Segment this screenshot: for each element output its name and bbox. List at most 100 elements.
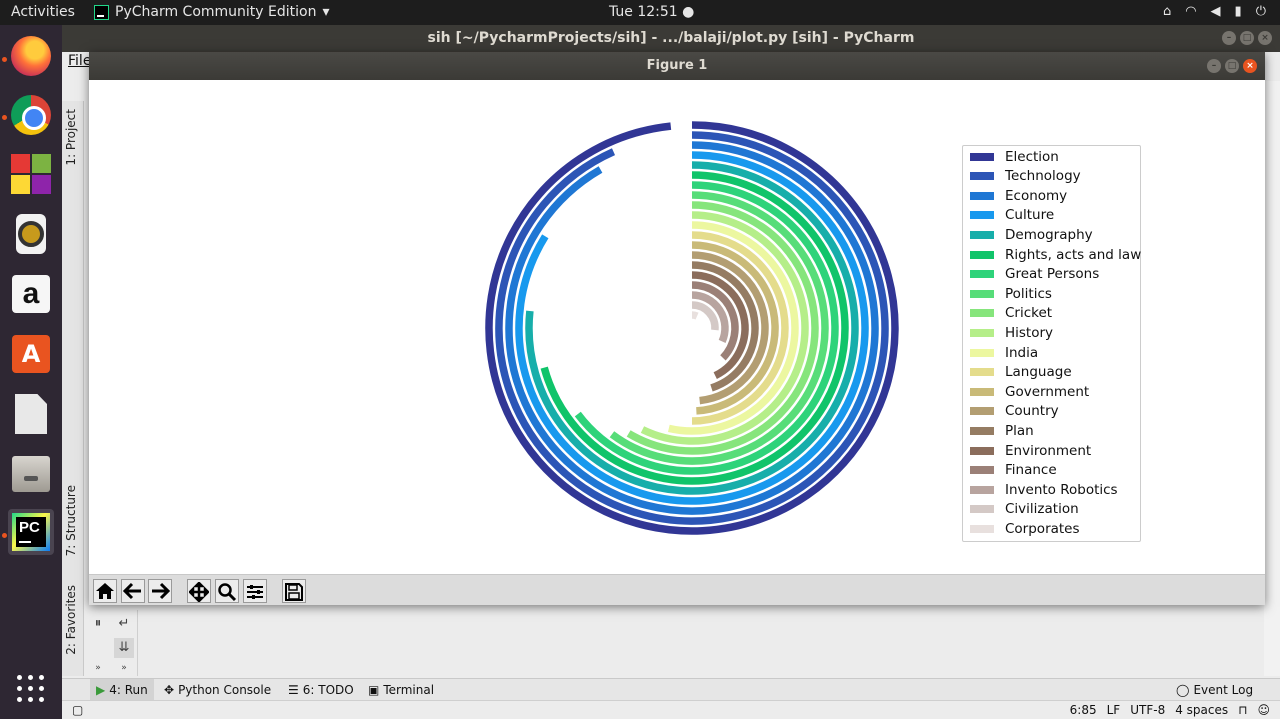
pause-icon[interactable]: ⏸ bbox=[94, 616, 102, 631]
legend-swatch bbox=[970, 407, 994, 416]
layout-toggle-icon[interactable]: ▢ bbox=[72, 703, 84, 717]
chromium-launcher[interactable] bbox=[8, 92, 54, 138]
figure-title-bar: Figure 1 – □ × bbox=[89, 52, 1265, 80]
legend-entry: Plan bbox=[970, 421, 1034, 440]
forward-icon[interactable] bbox=[148, 579, 172, 603]
power-icon[interactable]: ⏻ bbox=[1255, 4, 1266, 19]
legend-swatch bbox=[970, 230, 994, 239]
status-bar: ▢ 6:85 LF UTF-8 4 spaces ⊓ ☺ bbox=[62, 700, 1280, 719]
maximize-icon[interactable]: □ bbox=[1240, 31, 1254, 45]
tab-structure[interactable]: 7: Structure bbox=[64, 485, 78, 557]
legend-entry: Environment bbox=[970, 441, 1091, 460]
scroll-to-end-icon[interactable]: ⇊ bbox=[114, 638, 134, 658]
radial-bar-finance bbox=[691, 281, 739, 361]
tab-event-log[interactable]: ◯ Event Log bbox=[1176, 683, 1253, 697]
radial-bar-history bbox=[640, 211, 809, 445]
volume-icon[interactable]: ◀ bbox=[1210, 4, 1221, 19]
radial-bar-government bbox=[691, 241, 779, 415]
home-icon[interactable] bbox=[93, 579, 117, 603]
app-menu[interactable]: PyCharm Community Edition ▾ bbox=[94, 4, 330, 20]
tab-python-console[interactable]: ✥ Python Console bbox=[164, 683, 271, 697]
figure-close-icon[interactable]: × bbox=[1243, 59, 1257, 73]
tab-run[interactable]: ▶ 4: Run bbox=[90, 679, 154, 701]
radial-bar-economy bbox=[505, 141, 879, 515]
legend-entry: Civilization bbox=[970, 500, 1079, 519]
tab-python-console-label: Python Console bbox=[178, 683, 272, 697]
files-icon bbox=[12, 456, 50, 492]
launcher-dock: a A PC bbox=[0, 25, 62, 719]
activities-button[interactable]: Activities bbox=[11, 4, 75, 20]
legend-entry: Demography bbox=[970, 225, 1093, 244]
figure-maximize-icon[interactable]: □ bbox=[1225, 59, 1239, 73]
show-applications-icon[interactable] bbox=[17, 675, 45, 703]
radial-bar-corporates bbox=[691, 311, 699, 320]
right-tool-strip bbox=[1264, 81, 1280, 676]
more-right-icon[interactable]: » bbox=[121, 663, 127, 673]
amazon-launcher[interactable]: a bbox=[8, 271, 54, 317]
legend-entry: Great Persons bbox=[970, 265, 1099, 284]
figure-minimize-icon[interactable]: – bbox=[1207, 59, 1221, 73]
legend-swatch bbox=[970, 211, 994, 220]
line-separator[interactable]: LF bbox=[1106, 703, 1121, 717]
more-left-icon[interactable]: » bbox=[95, 663, 101, 673]
figure-canvas[interactable]: Election Technology Economy Culture Demograp… bbox=[89, 80, 1265, 574]
legend-label: Election bbox=[1005, 148, 1059, 165]
legend-swatch bbox=[970, 446, 994, 455]
soft-wrap-icon[interactable]: ↵ bbox=[118, 616, 130, 631]
legend-swatch bbox=[970, 387, 994, 396]
menu-file[interactable]: File bbox=[68, 53, 92, 69]
document-launcher[interactable] bbox=[8, 391, 54, 437]
legend-entry: Cricket bbox=[970, 304, 1052, 323]
close-icon[interactable]: × bbox=[1258, 31, 1272, 45]
minimize-icon[interactable]: – bbox=[1222, 31, 1236, 45]
encoding[interactable]: UTF-8 bbox=[1130, 703, 1166, 717]
wifi-icon[interactable]: ◠ bbox=[1185, 4, 1197, 19]
tab-run-label: 4: Run bbox=[109, 683, 148, 697]
radial-bar-election bbox=[485, 121, 899, 535]
legend-entry: Rights, acts and law bbox=[970, 245, 1141, 264]
radial-bar-culture bbox=[515, 151, 869, 505]
system-tray[interactable]: ⌂ ◠ ◀ ▮ ⏻ bbox=[1163, 4, 1266, 19]
tab-project[interactable]: 1: Project bbox=[64, 109, 78, 166]
legend-label: Demography bbox=[1005, 226, 1093, 243]
software-launcher[interactable]: A bbox=[8, 331, 54, 377]
legend-entry: Election bbox=[970, 147, 1059, 166]
network-icon[interactable]: ⌂ bbox=[1162, 4, 1172, 19]
clock[interactable]: Tue 12:51 ● bbox=[609, 4, 694, 20]
running-indicator bbox=[2, 57, 7, 62]
battery-icon[interactable]: ▮ bbox=[1234, 4, 1242, 19]
app-menu-label: PyCharm Community Edition bbox=[115, 4, 317, 20]
lock-icon[interactable]: ⊓ bbox=[1238, 703, 1248, 717]
back-icon[interactable] bbox=[121, 579, 145, 603]
top-bar: Activities PyCharm Community Edition ▾ T… bbox=[0, 0, 1280, 25]
pan-icon[interactable] bbox=[187, 579, 211, 603]
legend-label: Culture bbox=[1005, 207, 1055, 224]
legend-swatch bbox=[970, 289, 994, 298]
radial-bar-great-persons bbox=[574, 181, 839, 475]
inspector-icon[interactable]: ☺ bbox=[1257, 703, 1270, 717]
cubes-launcher[interactable] bbox=[8, 151, 54, 197]
legend-entry: Language bbox=[970, 363, 1072, 382]
legend-entry: Politics bbox=[970, 284, 1052, 303]
pycharm-launcher[interactable]: PC bbox=[8, 509, 54, 555]
zoom-icon[interactable] bbox=[215, 579, 239, 603]
firefox-launcher[interactable] bbox=[8, 33, 54, 79]
indent-setting[interactable]: 4 spaces bbox=[1175, 703, 1229, 717]
files-launcher[interactable] bbox=[8, 451, 54, 497]
tab-terminal[interactable]: ▣ Terminal bbox=[368, 683, 434, 697]
rhythmbox-launcher[interactable] bbox=[8, 211, 54, 257]
tab-todo[interactable]: ☰ 6: TODO bbox=[288, 683, 354, 697]
caret-position[interactable]: 6:85 bbox=[1069, 703, 1097, 717]
radial-bar-civilization bbox=[691, 301, 719, 331]
legend-entry: Technology bbox=[970, 167, 1081, 186]
tab-event-log-label: Event Log bbox=[1193, 683, 1254, 697]
save-icon[interactable] bbox=[282, 579, 306, 603]
legend-label: Economy bbox=[1005, 187, 1068, 204]
legend-entry: Invento Robotics bbox=[970, 480, 1118, 499]
tab-favorites[interactable]: 2: Favorites bbox=[64, 585, 78, 655]
pycharm-window-title: sih [~/PycharmProjects/sih] - .../balaji… bbox=[427, 30, 915, 46]
configure-icon[interactable] bbox=[243, 579, 267, 603]
speaker-icon bbox=[16, 214, 46, 254]
terminal-icon: ▣ bbox=[368, 683, 380, 697]
radial-bar-india bbox=[667, 221, 799, 435]
